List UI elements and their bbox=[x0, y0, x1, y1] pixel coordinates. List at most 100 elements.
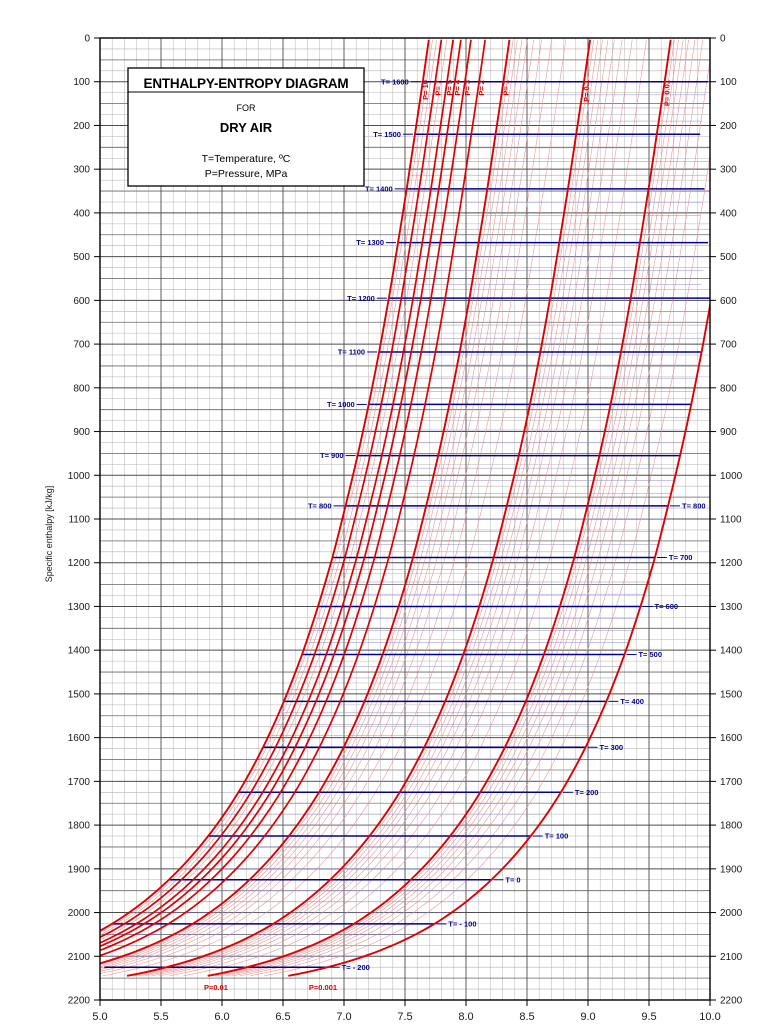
title-line-3: DRY AIR bbox=[220, 120, 273, 135]
y-tick-label-left: 1800 bbox=[68, 821, 91, 832]
isotherm-label: T= 800 bbox=[682, 501, 706, 510]
isotherm-label: T= 1100 bbox=[338, 348, 365, 357]
isotherm-labels: T= 1600 T= 1500 T= 1400 T= 1300 T= 1200 T= 11… bbox=[308, 77, 706, 971]
x-tick-label: 7.5 bbox=[397, 1011, 412, 1023]
y-tick-label-left: 1700 bbox=[68, 777, 91, 788]
isotherm-label: T= 1600 bbox=[381, 77, 409, 86]
y-tick-label-left: 900 bbox=[73, 427, 90, 438]
isotherm-label: T= 700 bbox=[669, 553, 693, 562]
title-box-frame bbox=[127, 67, 365, 187]
x-tick-label: 5.0 bbox=[92, 1011, 107, 1023]
y-tick-label-left: 800 bbox=[73, 383, 90, 394]
y-tick-label-right: 400 bbox=[720, 208, 737, 219]
isotherm-label: T= - 200 bbox=[342, 963, 370, 972]
y-tick-label-right: 1900 bbox=[720, 864, 743, 875]
x-tick-label: 7.0 bbox=[336, 1011, 351, 1023]
y-tick-label-left: 1400 bbox=[68, 646, 91, 657]
y-tick-label-right: 2100 bbox=[720, 952, 743, 963]
y-tick-label-right: 1000 bbox=[720, 471, 743, 482]
y-tick-label-right: 2000 bbox=[720, 908, 743, 919]
y-tick-label-right: 500 bbox=[720, 252, 737, 263]
isotherm-label: T= 1200 bbox=[347, 294, 375, 303]
y-tick-label-right: 2200 bbox=[720, 996, 743, 1007]
isotherm-label: T= 900 bbox=[320, 451, 344, 460]
y-tick-label-left: 600 bbox=[73, 296, 90, 307]
title-line-2: FOR bbox=[237, 103, 256, 113]
y-tick-label-left: 1500 bbox=[68, 689, 91, 700]
y-tick-label-right: 800 bbox=[720, 383, 737, 394]
isobar-label-bottom: P=0.01 bbox=[204, 983, 228, 992]
x-tick-label: 9.0 bbox=[580, 1011, 595, 1023]
isotherm-label: T= 1400 bbox=[365, 184, 393, 193]
isotherm-label: T= - 100 bbox=[448, 920, 476, 929]
isotherm-label: T= 1500 bbox=[373, 130, 401, 139]
isobar-label-top: P= 0.01 bbox=[663, 80, 672, 106]
y-tick-label-left: 200 bbox=[73, 121, 90, 132]
isobar-label-bottom: P=0.001 bbox=[309, 983, 337, 992]
y-tick-label-left: 1200 bbox=[68, 558, 91, 569]
y-tick-label-left: 0 bbox=[84, 34, 90, 45]
x-tick-label: 5.5 bbox=[153, 1011, 168, 1023]
y-tick-label-left: 400 bbox=[73, 208, 90, 219]
isobar-lines-minor bbox=[100, 39, 710, 977]
x-axis-ticks: 5.0 5.5 6.0 6.5 7.0 7.5 8.0 8.5 9.0 9.5 10.0 bbox=[92, 1000, 721, 1023]
isotherm-label: T= 300 bbox=[600, 743, 624, 752]
y-tick-label-left: 1100 bbox=[68, 515, 90, 526]
y-tick-label-left: 1000 bbox=[68, 471, 91, 482]
y-tick-label-right: 700 bbox=[720, 340, 737, 351]
isotherm-label: T= 400 bbox=[620, 697, 644, 706]
isobar-lines-major bbox=[100, 39, 710, 977]
isobar-label-top: P= 7 bbox=[433, 80, 442, 96]
y-tick-label-left: 2200 bbox=[68, 996, 91, 1007]
y-tick-label-right: 1100 bbox=[720, 515, 742, 526]
x-tick-label: 9.5 bbox=[641, 1011, 656, 1023]
y-tick-label-right: 1500 bbox=[720, 689, 743, 700]
y-tick-label-left: 2000 bbox=[68, 908, 91, 919]
x-tick-label: 8.5 bbox=[519, 1011, 534, 1023]
isotherm-label: T= 500 bbox=[638, 650, 662, 659]
y-axis-ticks-left: 2200210020001900180017001600150014001300… bbox=[68, 34, 100, 1007]
isotherm-label: T= 1300 bbox=[356, 238, 384, 247]
y-tick-label-right: 0 bbox=[720, 34, 726, 45]
isotherm-label: T= 200 bbox=[575, 788, 599, 797]
y-tick-label-left: 1600 bbox=[68, 733, 91, 744]
y-tick-label-left: 2100 bbox=[68, 952, 91, 963]
y-tick-label-right: 1300 bbox=[720, 602, 743, 613]
isobar-label-top: P= 5 bbox=[445, 80, 454, 96]
isotherm-label: T= 0 bbox=[505, 875, 520, 884]
y-axis-ticks-right: 2200210020001900180017001600150014001300… bbox=[710, 34, 743, 1007]
x-tick-label: 6.5 bbox=[275, 1011, 290, 1023]
y-tick-label-right: 600 bbox=[720, 296, 737, 307]
y-tick-label-right: 1400 bbox=[720, 646, 743, 657]
x-tick-label: 8.0 bbox=[458, 1011, 473, 1023]
y-tick-label-right: 200 bbox=[720, 121, 737, 132]
x-tick-label: 6.0 bbox=[214, 1011, 229, 1023]
isotherm-label: T= 100 bbox=[545, 832, 569, 841]
y-tick-label-left: 500 bbox=[73, 252, 90, 263]
title-line-1: ENTHALPY-ENTROPY DIAGRAM bbox=[144, 76, 349, 91]
isobar-label-top: P= 3 bbox=[463, 80, 472, 96]
y-tick-label-right: 100 bbox=[720, 77, 737, 88]
isotherm-label: T= 800 bbox=[308, 501, 332, 510]
y-tick-label-right: 900 bbox=[720, 427, 737, 438]
y-tick-label-right: 1200 bbox=[720, 558, 743, 569]
isobar-label-top: P= 4 bbox=[453, 79, 462, 95]
isobar-label-top: P= 0.1 bbox=[582, 80, 591, 102]
title-line-5: P=Pressure, MPa bbox=[205, 168, 288, 180]
y-tick-label-left: 1300 bbox=[68, 602, 91, 613]
isotherm-label: T= 1000 bbox=[327, 400, 355, 409]
y-tick-label-right: 300 bbox=[720, 165, 737, 176]
y-axis-title: Specific enthalpy [kJ/kg] bbox=[44, 486, 54, 583]
y-tick-label-left: 300 bbox=[73, 165, 90, 176]
isobar-label-top: P= 2 bbox=[477, 80, 486, 96]
isotherm-label: T= 600 bbox=[655, 602, 679, 611]
x-tick-label: 10.0 bbox=[699, 1011, 720, 1023]
y-tick-label-right: 1800 bbox=[720, 821, 743, 832]
y-tick-label-left: 700 bbox=[73, 340, 90, 351]
isobar-label-top: P= 10 bbox=[421, 80, 430, 100]
y-tick-label-right: 1600 bbox=[720, 733, 743, 744]
isobar-labels: P= 10 P= 7 P= 5P= 4 P= 3 P= 2 P= 1 P= 0.1 P= 0.… bbox=[204, 79, 672, 992]
